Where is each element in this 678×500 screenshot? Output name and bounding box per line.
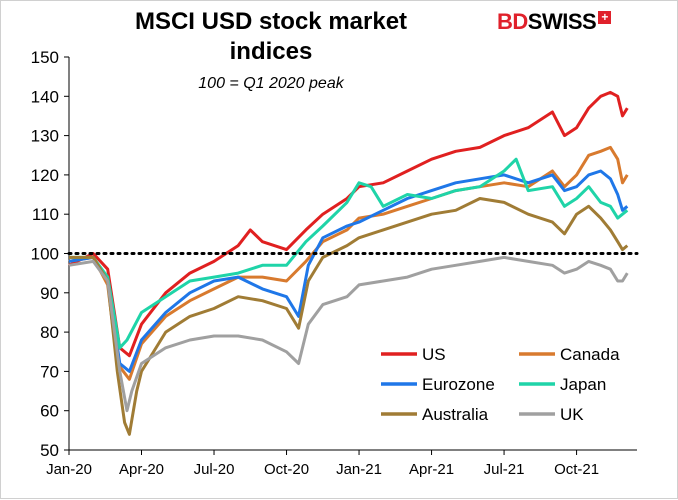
legend-label: Canada [560, 345, 620, 364]
series-line-japan [69, 157, 629, 350]
brand-cross-icon: + [598, 11, 612, 24]
legend-label: Eurozone [422, 375, 495, 394]
y-tick-label: 90 [40, 284, 59, 303]
x-tick-label: Jan-21 [336, 461, 382, 478]
y-tick-label: 110 [32, 205, 59, 224]
x-tick-label: Apr-21 [409, 461, 454, 478]
y-tick-label: 130 [31, 127, 59, 146]
x-tick-label: Jan-20 [46, 461, 92, 478]
legend-label: Japan [560, 375, 606, 394]
x-tick-label: Oct-20 [264, 461, 309, 478]
x-tick-label: Jul-20 [194, 461, 235, 478]
y-tick-label: 150 [31, 48, 59, 67]
brand-logo-part2: SWISS [527, 9, 597, 34]
y-tick-label: 50 [40, 441, 59, 460]
series-line-australia [69, 197, 629, 436]
y-tick-label: 80 [40, 323, 59, 342]
chart-title: MSCI USD stock market indices [134, 8, 408, 65]
y-tick-label: 100 [31, 245, 59, 264]
chart-subtitle: 100 = Q1 2020 peak [198, 75, 344, 92]
x-tick-label: Apr-20 [119, 461, 164, 478]
y-tick-label: 140 [31, 87, 59, 106]
series-line-uk [68, 255, 629, 413]
legend-label: Australia [422, 405, 489, 424]
brand-logo-part1: BD [497, 9, 528, 34]
series-line-eurozone [68, 169, 629, 373]
y-tick-label: 120 [31, 166, 59, 185]
y-tick-label: 60 [40, 402, 59, 421]
series-line-us [68, 90, 629, 358]
brand-logo: BDSWISS + [497, 9, 612, 35]
legend-label: US [422, 345, 446, 364]
x-tick-label: Oct-21 [554, 461, 599, 478]
y-tick-label: 70 [40, 362, 59, 381]
x-tick-label: Jul-21 [484, 461, 525, 478]
legend-label: UK [560, 405, 584, 424]
